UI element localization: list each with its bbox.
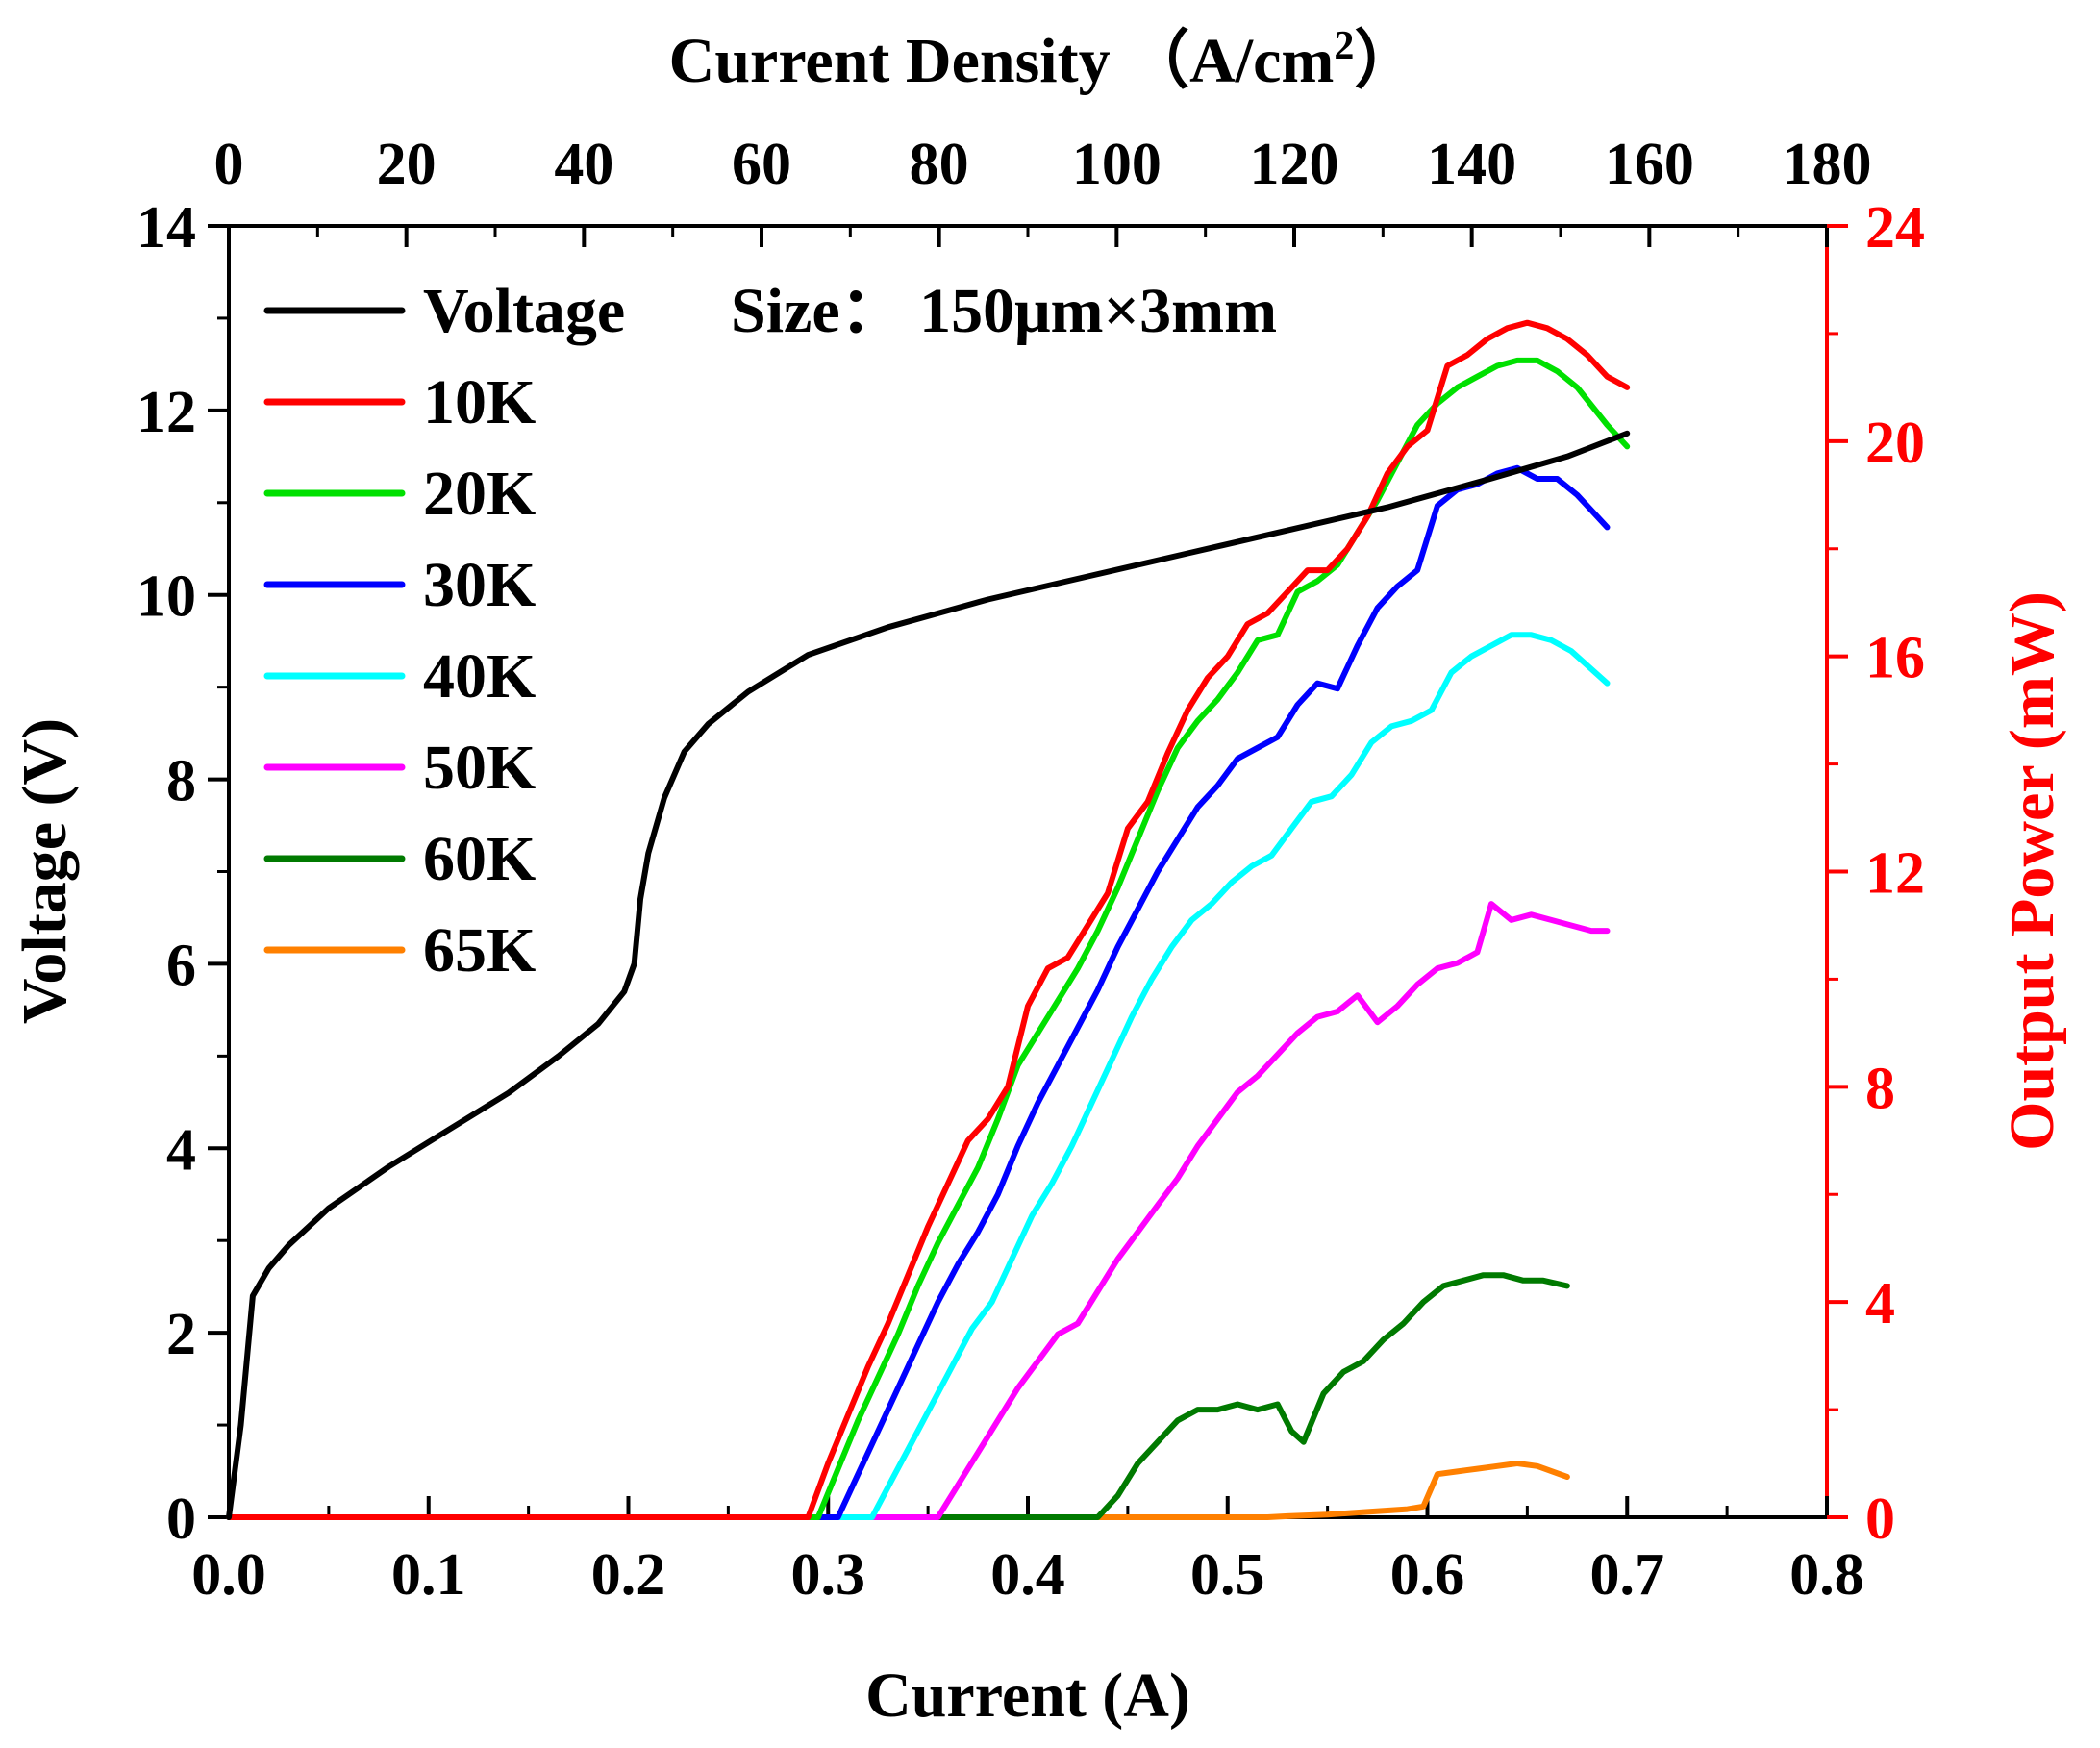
series-line-20k (226, 357, 1631, 1520)
x-tick-label: 0.6 (1390, 1542, 1465, 1608)
x-tick-label: 0.8 (1789, 1542, 1864, 1608)
top-tick-label: 140 (1427, 132, 1516, 197)
x-tick-label: 0.5 (1190, 1542, 1265, 1608)
series-line-30k (226, 464, 1611, 1520)
y-right-tick-label: 12 (1865, 841, 1925, 907)
bottom-axis-ticks: 0.0 0.1 0.2 0.3 0.4 0.5 0.6 0.7 0.8 (191, 1496, 1864, 1608)
right-axis-ticks: 0 4 8 12 16 20 24 (1827, 195, 1925, 1552)
top-tick-label: 80 (910, 132, 969, 197)
y-left-tick-label: 0 (166, 1486, 196, 1552)
x-axis-title: Current (A) (865, 1661, 1190, 1731)
top-tick-label: 120 (1250, 132, 1339, 197)
y-right-tick-label: 24 (1865, 195, 1925, 261)
x-tick-label: 0.3 (791, 1542, 866, 1608)
x-tick-label: 0.1 (391, 1542, 466, 1608)
y-left-tick-label: 4 (166, 1117, 196, 1183)
series-line-50k (226, 901, 1611, 1520)
top-tick-label: 20 (377, 132, 437, 197)
series-lines (226, 319, 1631, 1520)
y-right-tick-label: 0 (1865, 1486, 1895, 1552)
top-axis-title: Current Density （A/cm2） (669, 24, 1418, 96)
y-left-tick-label: 6 (166, 933, 196, 998)
y-left-axis-title: Voltage (V) (10, 718, 80, 1024)
legend-label-40k: 40K (423, 641, 536, 712)
series-line-65k (226, 1461, 1570, 1520)
legend: Voltage 10K 20K 30K 40K 50K 60K 65K (263, 276, 625, 986)
y-right-axis-title: Output Power (mW) (1997, 591, 2067, 1151)
left-axis-ticks: 0 2 4 6 8 10 12 14 (137, 195, 229, 1552)
x-tick-label: 0.4 (990, 1542, 1065, 1608)
series-line-60k (226, 1272, 1570, 1520)
x-tick-label: 0.7 (1590, 1542, 1665, 1608)
x-tick-label: 0.0 (191, 1542, 266, 1608)
y-left-tick-label: 8 (166, 749, 196, 814)
series-line-40k (226, 632, 1611, 1520)
size-annotation: Size： 150μm×3mm (731, 276, 1277, 346)
series-line-voltage (226, 430, 1631, 1520)
top-axis-ticks: 0 20 40 60 80 100 120 140 160 180 (214, 132, 1872, 247)
y-left-tick-label: 14 (137, 195, 196, 261)
y-right-tick-label: 20 (1865, 411, 1925, 476)
top-tick-label: 60 (732, 132, 791, 197)
legend-label-voltage: Voltage (423, 276, 625, 346)
legend-label-20k: 20K (423, 459, 536, 529)
series-line-10k (226, 319, 1631, 1520)
legend-label-10k: 10K (423, 367, 536, 437)
y-right-tick-label: 16 (1865, 626, 1925, 691)
legend-label-50k: 50K (423, 733, 536, 803)
legend-label-60k: 60K (423, 824, 536, 894)
legend-label-30k: 30K (423, 550, 536, 620)
x-tick-label: 0.2 (591, 1542, 666, 1608)
top-tick-label: 180 (1783, 132, 1872, 197)
y-right-tick-label: 8 (1865, 1056, 1895, 1121)
legend-label-65k: 65K (423, 915, 536, 986)
y-left-tick-label: 10 (137, 564, 196, 630)
top-tick-label: 160 (1605, 132, 1694, 197)
top-tick-label: 40 (554, 132, 613, 197)
top-axis-title-superscript: 2 (1334, 24, 1354, 68)
top-tick-label: 0 (214, 132, 244, 197)
top-tick-label: 100 (1072, 132, 1162, 197)
y-right-tick-label: 4 (1865, 1271, 1895, 1336)
y-left-tick-label: 12 (137, 380, 196, 445)
y-left-tick-label: 2 (166, 1302, 196, 1367)
